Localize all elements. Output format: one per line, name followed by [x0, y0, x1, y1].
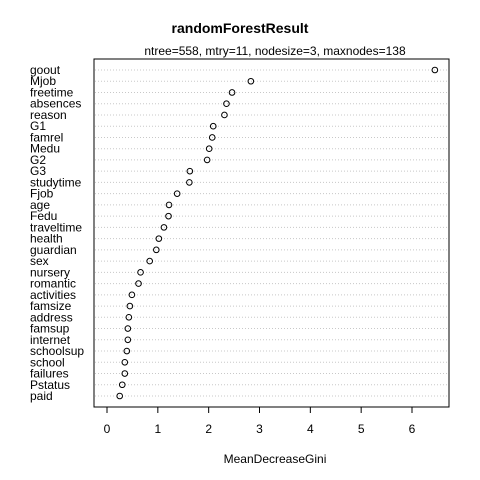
y-label-absences: absences	[30, 97, 81, 111]
data-point-activities	[128, 291, 136, 299]
x-tick-label-0: 0	[104, 422, 111, 436]
data-point-age	[165, 201, 173, 209]
y-label-traveltime: traveltime	[30, 220, 82, 234]
y-label-activities: activities	[30, 288, 76, 302]
x-tick-label-3: 3	[256, 422, 263, 436]
y-label-health: health	[30, 232, 63, 246]
data-point-school	[121, 358, 129, 366]
data-point-famrel	[208, 134, 216, 141]
data-point-Medu	[205, 145, 213, 152]
data-point-address	[125, 314, 133, 321]
data-point-nursery	[137, 269, 144, 276]
data-point-Pstatus	[118, 381, 126, 389]
data-point-famsup	[124, 325, 132, 332]
x-tick-label-4: 4	[307, 422, 314, 436]
y-label-nursery: nursery	[30, 265, 70, 279]
x-axis: 0 1 2 3 4 5 6	[104, 407, 416, 436]
data-point-internet	[124, 336, 132, 344]
x-tick-label-2: 2	[205, 422, 212, 436]
y-label-schoolsup: schoolsup	[30, 344, 84, 358]
data-point-paid	[116, 392, 124, 400]
data-point-studytime	[186, 179, 193, 186]
data-point-absences	[223, 100, 230, 108]
data-point-Mjob	[247, 77, 255, 85]
data-point-goout	[431, 66, 439, 74]
chart-subtitle: ntree=558, mtry=11, nodesize=3, maxnodes…	[144, 44, 406, 58]
data-point-reason	[221, 111, 228, 119]
y-label-Medu: Medu	[30, 142, 60, 156]
data-point-health	[155, 235, 163, 242]
y-label-failures: failures	[30, 367, 69, 381]
data-point-romantic	[135, 280, 142, 287]
x-tick-label-5: 5	[358, 422, 365, 436]
y-label-G1: G1	[30, 119, 46, 133]
y-label-Fedu: Fedu	[30, 209, 57, 223]
y-label-freetime: freetime	[30, 85, 74, 99]
plot-frame	[93, 58, 450, 408]
y-label-reason: reason	[30, 108, 67, 122]
y-label-internet: internet	[30, 333, 71, 347]
y-label-Fjob: Fjob	[30, 187, 54, 201]
data-point-G1	[209, 122, 217, 130]
y-label-sex: sex	[30, 254, 49, 268]
data-point-failures	[121, 370, 129, 377]
y-label-goout: goout	[30, 63, 61, 77]
y-label-romantic: romantic	[30, 277, 76, 291]
y-label-G3: G3	[30, 164, 46, 178]
data-point-Fedu	[165, 212, 172, 220]
y-label-famrel: famrel	[30, 130, 63, 144]
y-axis-labels: gooutMjobfreetimeabsencesreasonG1famrelM…	[30, 63, 84, 403]
y-label-studytime: studytime	[30, 175, 82, 189]
y-label-G2: G2	[30, 153, 46, 167]
data-point-schoolsup	[123, 347, 131, 355]
y-label-famsup: famsup	[30, 322, 70, 336]
x-tick-label-1: 1	[154, 422, 161, 436]
data-point-sex	[146, 257, 153, 265]
data-point-traveltime	[160, 224, 168, 231]
y-label-Pstatus: Pstatus	[30, 378, 70, 392]
y-label-famsize: famsize	[30, 299, 72, 313]
y-label-Mjob: Mjob	[30, 74, 56, 88]
data-point-freetime	[228, 89, 236, 96]
data-point-G2	[203, 156, 211, 164]
y-label-age: age	[30, 198, 50, 212]
x-tick-label-6: 6	[409, 422, 416, 436]
y-label-paid: paid	[30, 389, 53, 403]
data-point-Fjob	[173, 190, 181, 197]
data-points	[116, 66, 439, 400]
y-label-guardian: guardian	[30, 243, 77, 257]
y-label-school: school	[30, 355, 65, 369]
data-point-famsize	[126, 302, 134, 310]
chart-title: randomForestResult	[171, 20, 309, 36]
y-label-address: address	[30, 310, 73, 324]
grid-lines	[95, 69, 448, 397]
x-axis-label: MeanDecreaseGini	[223, 452, 327, 466]
data-point-guardian	[153, 246, 160, 254]
data-point-G3	[186, 167, 194, 175]
